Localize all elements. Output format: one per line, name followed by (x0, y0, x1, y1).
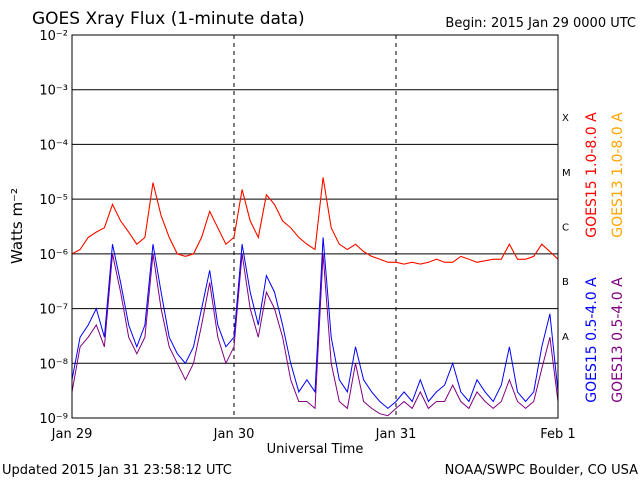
y-tick-label: 10⁻⁹ (39, 412, 68, 427)
y-tick-label: 10⁻⁶ (39, 248, 68, 263)
class-label: C (562, 223, 569, 234)
footer-left: Updated 2015 Jan 31 23:58:12 UTC (2, 463, 232, 478)
y-axis-label: Watts m⁻² (8, 188, 26, 264)
y-tick-label: 10⁻⁴ (39, 138, 68, 153)
legend-entry: GOES15 1.0-8.0 A (584, 112, 600, 238)
legend-entry: GOES15 0.5-4.0 A (584, 277, 600, 403)
class-label: B (562, 277, 569, 288)
series-line (71, 177, 559, 265)
legend-entry: GOES13 1.0-8.0 A (610, 112, 626, 238)
plot-frame (71, 34, 559, 419)
y-tick-label: 10⁻⁷ (39, 303, 68, 318)
x-axis-label: Universal Time (267, 442, 364, 457)
x-tick-label: Jan 30 (213, 427, 255, 442)
x-tick-label: Feb 1 (540, 427, 575, 442)
x-tick-label: Jan 29 (51, 427, 93, 442)
chart-title: GOES Xray Flux (1-minute data) (32, 9, 305, 29)
y-tick-label: 10⁻² (39, 29, 68, 44)
class-label: M (562, 168, 571, 179)
subtitle: Begin: 2015 Jan 29 0000 UTC (445, 16, 636, 31)
class-label: A (562, 332, 569, 343)
legend-entry: GOES13 0.5-4.0 A (610, 277, 626, 403)
series-line (71, 237, 559, 410)
y-tick-label: 10⁻⁸ (39, 357, 68, 372)
series-line (71, 253, 559, 417)
footer-right: NOAA/SWPC Boulder, CO USA (445, 463, 638, 478)
y-tick-label: 10⁻³ (39, 84, 68, 99)
y-tick-label: 10⁻⁵ (39, 193, 68, 208)
class-label: X (562, 113, 569, 124)
x-tick-label: Jan 31 (375, 427, 417, 442)
